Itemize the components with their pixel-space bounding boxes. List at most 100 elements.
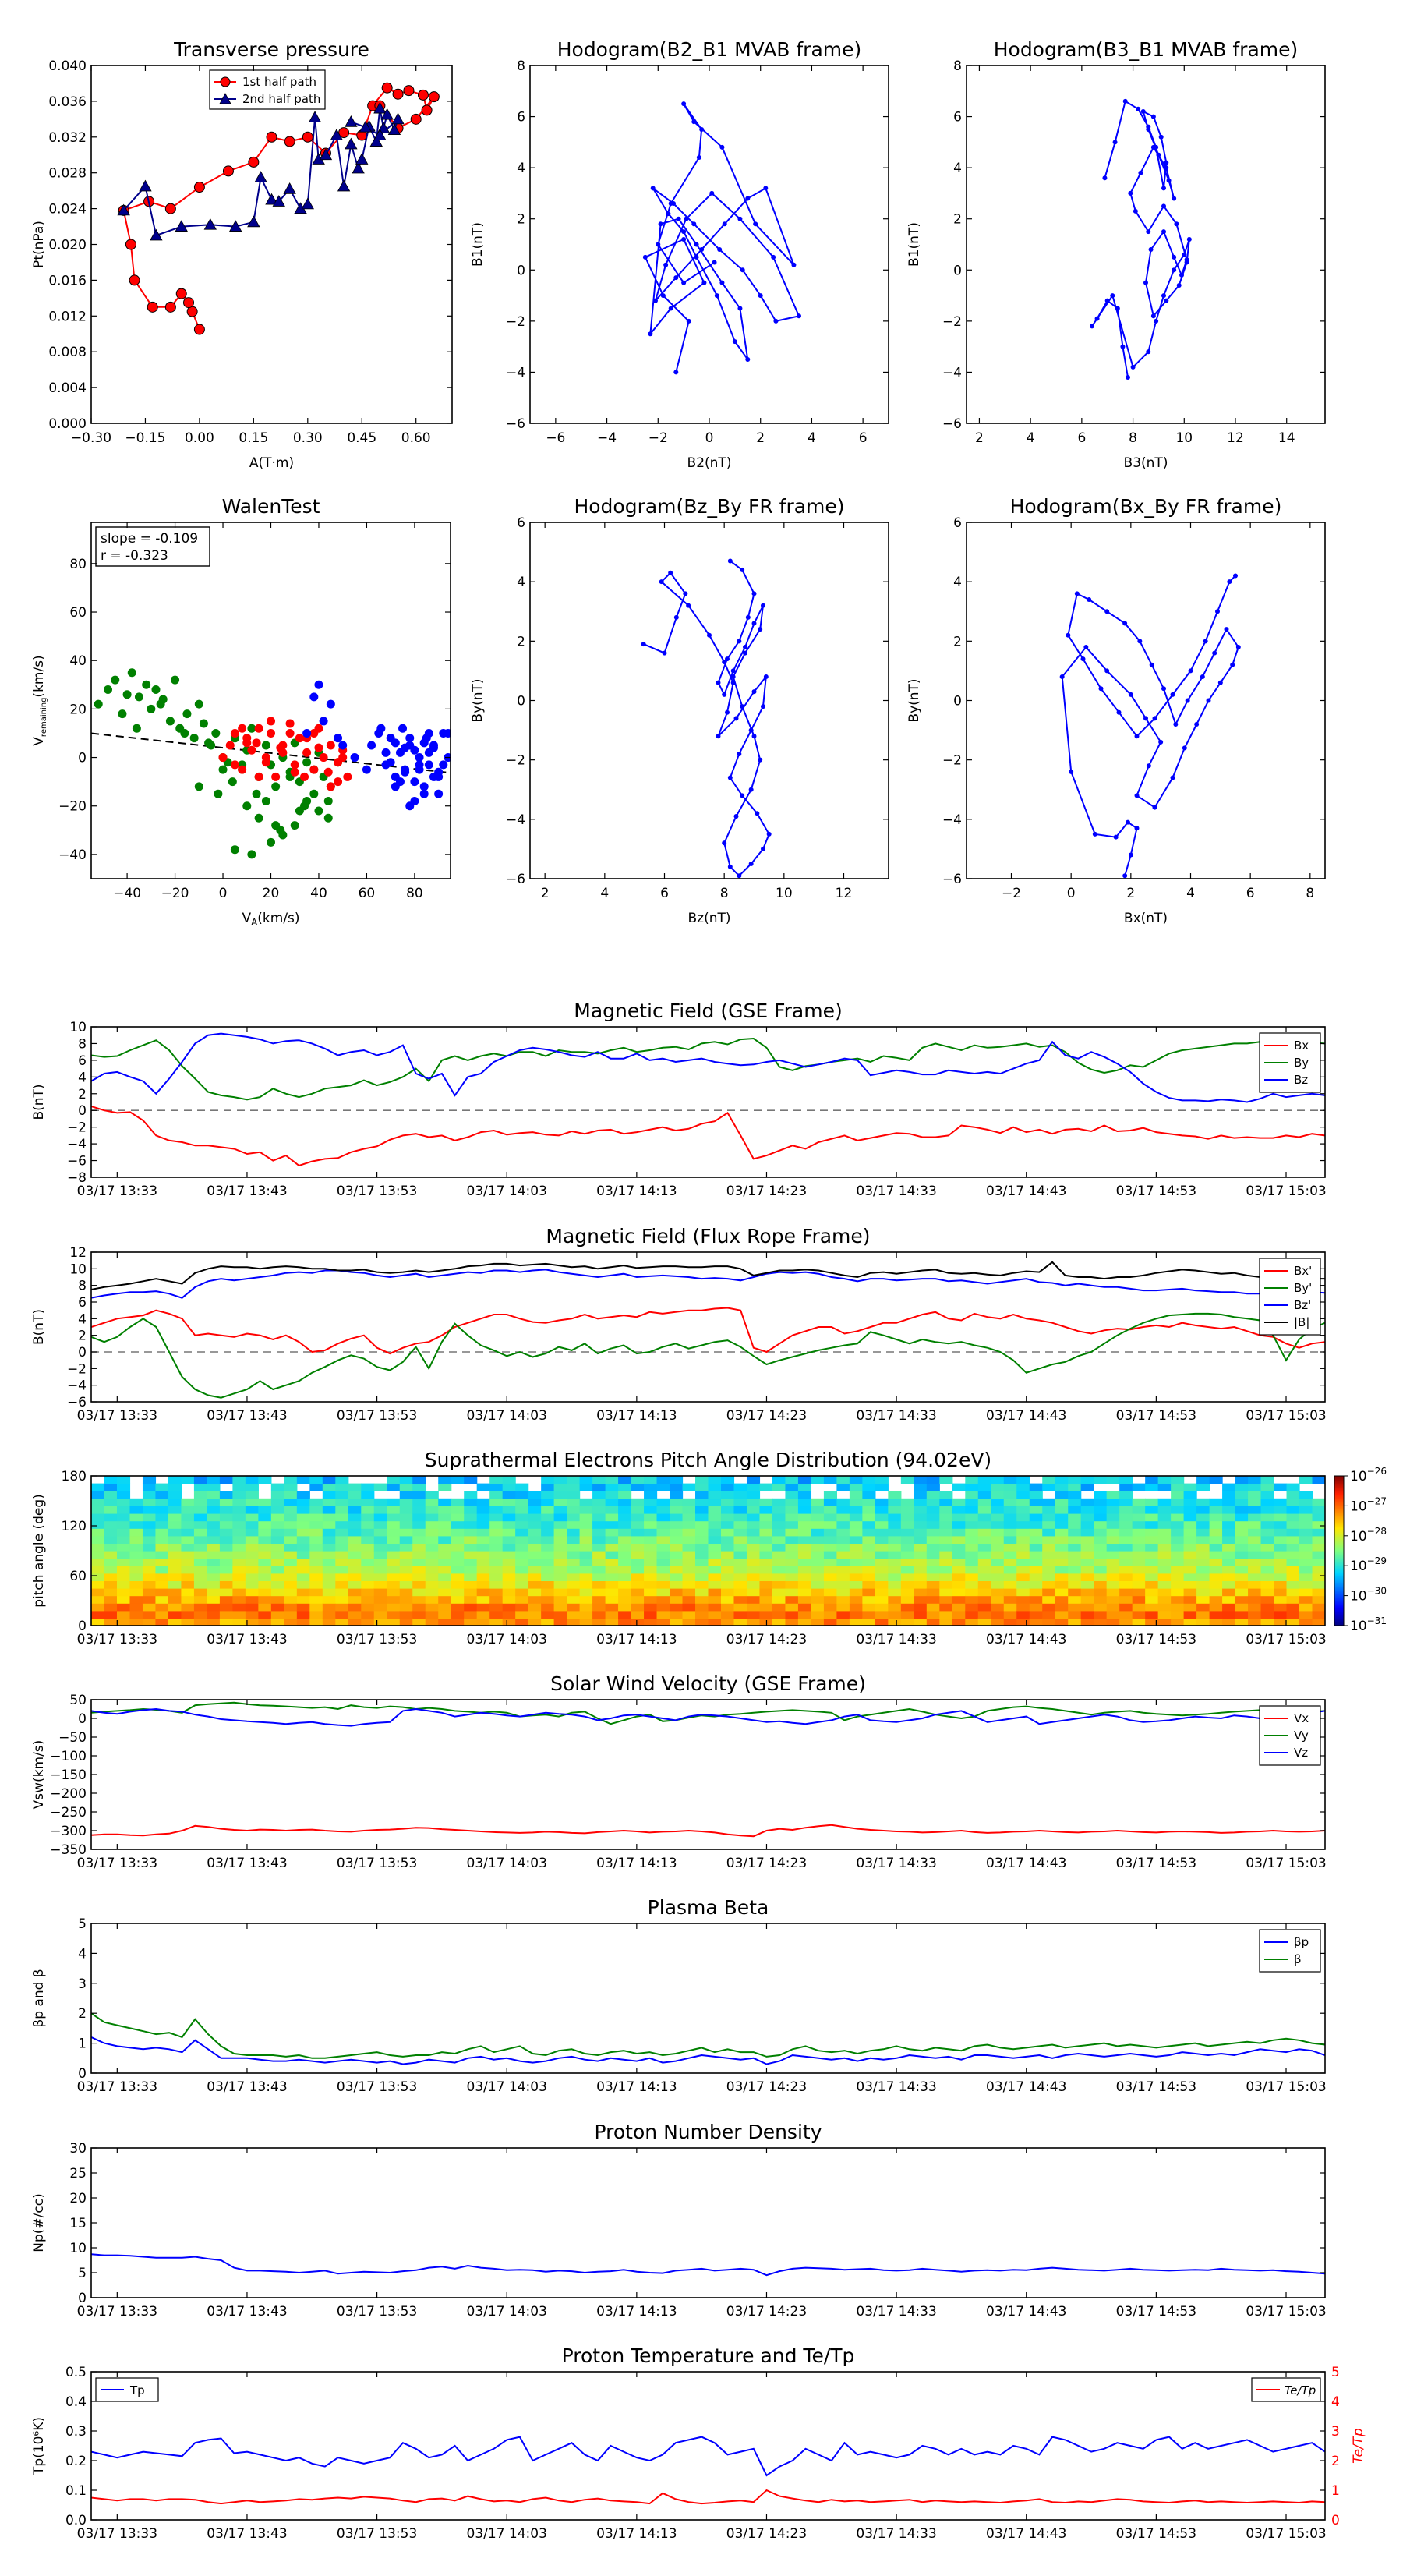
heatmap-cell xyxy=(567,1566,581,1574)
heatmap-cell xyxy=(528,1543,542,1552)
panel-ts6: 03/17 13:33 03/17 13:43 03/17 13:53 03/17 1… xyxy=(31,2344,1366,2542)
heatmap-cell xyxy=(193,1543,208,1552)
heatmap-cell xyxy=(733,1535,747,1544)
heatmap-cell xyxy=(1248,1603,1262,1612)
data-point xyxy=(730,680,736,685)
heatmap-cell xyxy=(746,1580,761,1589)
heatmap-cell xyxy=(1248,1535,1262,1544)
heatmap-cell xyxy=(476,1498,490,1506)
heatmap-cell xyxy=(644,1491,658,1499)
heatmap-cell xyxy=(875,1558,889,1566)
heatmap-cell xyxy=(258,1603,272,1612)
y-axis-label: Np(#/cc) xyxy=(31,2193,47,2252)
heatmap-cell xyxy=(207,1476,221,1484)
heatmap-cell xyxy=(1235,1535,1249,1544)
y-tick-label: 180 xyxy=(62,1469,87,1484)
x-tick-label: 03/17 14:03 xyxy=(467,1632,547,1647)
scatter-point xyxy=(238,765,247,774)
heatmap-cell xyxy=(1068,1618,1082,1626)
data-point xyxy=(1235,644,1241,649)
heatmap-cell xyxy=(168,1506,182,1514)
heatmap-cell xyxy=(438,1483,452,1491)
data-point xyxy=(1134,826,1140,831)
heatmap-cell xyxy=(1029,1603,1043,1612)
heatmap-cell xyxy=(849,1491,863,1499)
heatmap-cell xyxy=(322,1491,336,1499)
heatmap-cell xyxy=(720,1551,735,1559)
heatmap-cell xyxy=(579,1476,593,1484)
heatmap-cell xyxy=(862,1618,876,1626)
heatmap-cell xyxy=(528,1580,542,1589)
data-point xyxy=(668,201,673,207)
scatter-point xyxy=(362,765,371,774)
heatmap-cell xyxy=(656,1580,670,1589)
heatmap-cell xyxy=(207,1498,221,1506)
heatmap-cell xyxy=(811,1610,825,1619)
heatmap-cell xyxy=(104,1566,118,1574)
y-tick-label: 60 xyxy=(69,605,87,621)
heatmap-cell xyxy=(682,1573,696,1581)
heatmap-cell xyxy=(296,1513,310,1522)
heatmap-cell xyxy=(476,1543,490,1552)
heatmap-cell xyxy=(1183,1483,1197,1491)
data-point xyxy=(1104,298,1110,303)
heatmap-cell xyxy=(296,1543,310,1552)
heatmap-cell xyxy=(528,1610,542,1619)
heatmap-cell xyxy=(1132,1543,1146,1552)
heatmap-cell xyxy=(823,1528,837,1537)
data-point xyxy=(338,127,350,139)
heatmap-cell xyxy=(836,1566,850,1574)
data-point xyxy=(1233,573,1238,579)
heatmap-cell xyxy=(733,1573,747,1581)
heatmap-cell xyxy=(412,1506,426,1514)
heatmap-cell xyxy=(797,1580,812,1589)
heatmap-cell xyxy=(759,1610,773,1619)
x-tick-label: 03/17 14:53 xyxy=(1116,1408,1196,1424)
heatmap-cell xyxy=(670,1618,684,1626)
heatmap-cell xyxy=(553,1528,567,1537)
heatmap-cell xyxy=(1222,1595,1236,1604)
heatmap-cell xyxy=(348,1491,362,1499)
heatmap-cell xyxy=(425,1566,439,1574)
heatmap-cell xyxy=(425,1558,439,1566)
data-point xyxy=(1217,680,1223,685)
heatmap-cell xyxy=(1274,1566,1288,1574)
heatmap-cell xyxy=(618,1513,632,1522)
heatmap-cell xyxy=(1222,1580,1236,1589)
heatmap-cell xyxy=(823,1506,837,1514)
heatmap-cell xyxy=(1222,1558,1236,1566)
heatmap-cell xyxy=(644,1618,658,1626)
heatmap-cell xyxy=(772,1498,786,1506)
heatmap-cell xyxy=(207,1520,221,1529)
heatmap-cell xyxy=(451,1558,465,1566)
heatmap-cell xyxy=(772,1610,786,1619)
heatmap-cell xyxy=(1080,1513,1094,1522)
x-tick-label: 8 xyxy=(1306,886,1314,901)
heatmap-cell xyxy=(746,1588,761,1597)
heatmap-cell xyxy=(644,1476,658,1484)
heatmap-cell xyxy=(181,1543,195,1552)
heatmap-cell xyxy=(553,1513,567,1522)
heatmap-cell xyxy=(1029,1535,1043,1544)
heatmap-cell xyxy=(1106,1573,1120,1581)
heatmap-cell xyxy=(939,1491,953,1499)
panel-pad: 03/17 13:33 03/17 13:43 03/17 13:53 03/17 1… xyxy=(31,1449,1387,1647)
data-point xyxy=(1172,254,1177,260)
data-point xyxy=(717,247,723,253)
heatmap-cell xyxy=(155,1543,169,1552)
data-point xyxy=(359,120,373,133)
data-point xyxy=(1130,364,1136,370)
heatmap-cell xyxy=(335,1506,349,1514)
heatmap-cell xyxy=(1042,1595,1056,1604)
heatmap-cell xyxy=(193,1566,208,1574)
x-tick-label: −4 xyxy=(597,430,617,446)
heatmap-cell xyxy=(335,1573,349,1581)
heatmap-cell xyxy=(309,1610,323,1619)
y-axis-label: pitch angle (deg) xyxy=(31,1494,47,1608)
heatmap-cell xyxy=(193,1558,208,1566)
heatmap-cell xyxy=(207,1528,221,1537)
heatmap-cell xyxy=(605,1483,619,1491)
heatmap-cell xyxy=(399,1588,413,1597)
heatmap-cell xyxy=(193,1506,208,1514)
heatmap-cell xyxy=(1235,1566,1249,1574)
